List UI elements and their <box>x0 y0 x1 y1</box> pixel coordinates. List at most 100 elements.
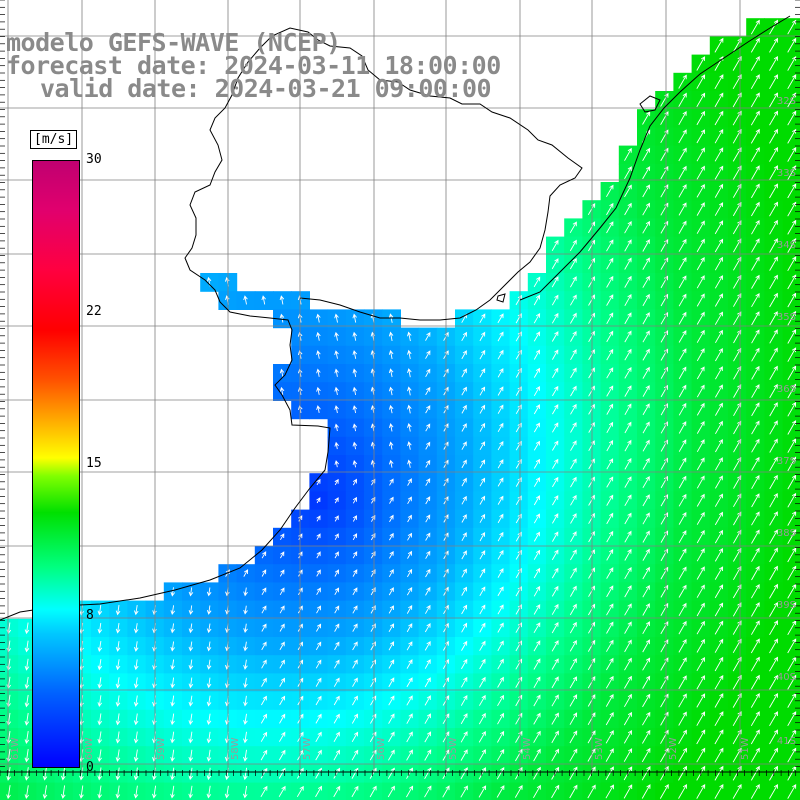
wind-arrow <box>461 658 468 670</box>
wind-arrow <box>660 566 669 580</box>
wind-arrow <box>243 641 248 652</box>
wind-arrow <box>787 638 797 654</box>
wind-arrow <box>97 641 103 653</box>
wind-arrow <box>570 458 577 470</box>
wind-arrow <box>751 474 760 490</box>
wind-arrow <box>316 551 321 559</box>
wind-arrow <box>769 183 778 199</box>
wind-arrow <box>569 766 578 780</box>
wind-arrow <box>624 657 632 671</box>
wind-arrow <box>407 422 412 432</box>
wind-arrow <box>279 368 285 377</box>
wind-arrow <box>260 713 267 724</box>
wind-arrow <box>425 586 431 596</box>
wind-arrow <box>642 366 650 379</box>
wind-arrow <box>6 767 11 781</box>
wind-arrow <box>769 474 778 490</box>
wind-arrow <box>678 129 687 144</box>
wind-arrow <box>696 457 705 471</box>
wind-arrow <box>606 184 614 198</box>
wind-arrow <box>461 550 467 560</box>
wind-arrow <box>316 569 321 577</box>
wind-arrow <box>115 713 121 726</box>
wind-arrow <box>261 623 267 632</box>
wind-arrow <box>316 623 322 632</box>
wind-arrow <box>750 146 760 162</box>
wind-arrow <box>407 478 412 486</box>
wind-arrow <box>769 292 778 308</box>
wind-arrow <box>587 748 596 762</box>
wind-arrow <box>733 347 742 362</box>
wind-arrow <box>678 184 687 198</box>
wind-arrow <box>515 712 523 725</box>
wind-arrow <box>751 420 760 435</box>
wind-arrow <box>97 622 103 634</box>
wind-arrow <box>714 202 724 216</box>
wind-arrow <box>407 368 412 378</box>
wind-arrow <box>497 349 504 360</box>
wind-arrow <box>97 604 103 616</box>
wind-arrow <box>278 749 286 761</box>
wind-arrow <box>479 349 486 360</box>
wind-arrow <box>478 712 486 725</box>
wind-arrow <box>279 313 285 323</box>
wind-arrow <box>515 622 522 633</box>
wind-arrow <box>424 640 431 651</box>
wind-arrow <box>678 693 687 708</box>
wind-arrow <box>769 201 778 217</box>
wind-arrow <box>442 785 450 798</box>
wind-arrow <box>407 349 412 360</box>
wind-arrow <box>606 202 614 216</box>
wind-arrow <box>351 785 359 798</box>
wind-arrow <box>551 549 559 561</box>
wind-arrow <box>660 238 669 252</box>
wind-arrow <box>714 620 724 635</box>
wind-arrow <box>624 530 632 543</box>
wind-arrow <box>624 293 632 307</box>
wind-arrow <box>769 238 778 253</box>
wind-arrow <box>714 656 724 672</box>
wind-arrow <box>170 749 175 762</box>
wind-arrow <box>369 785 377 798</box>
wind-arrow <box>624 457 632 470</box>
wind-arrow <box>280 551 285 559</box>
wind-arrow <box>769 438 778 453</box>
wind-arrow <box>497 658 504 670</box>
wind-arrow <box>24 767 30 781</box>
wind-arrow <box>352 478 357 486</box>
coastline <box>0 15 791 621</box>
wind-arrow <box>206 641 212 652</box>
wind-arrow <box>243 767 248 781</box>
wind-arrow <box>333 713 340 724</box>
wind-arrow <box>552 440 559 451</box>
lon-label: 53W <box>594 737 605 760</box>
wind-arrow <box>478 785 487 798</box>
wind-arrow <box>497 604 504 615</box>
wind-arrow <box>352 496 357 504</box>
wind-arrow <box>206 605 212 615</box>
wind-arrow <box>733 456 742 471</box>
wind-arrow <box>296 785 304 798</box>
wind-arrow <box>552 349 559 360</box>
wind-arrow <box>425 478 431 486</box>
wind-arrow <box>606 458 614 470</box>
wind-arrow <box>787 401 797 417</box>
wind-arrow <box>497 331 504 342</box>
wind-arrow <box>351 713 358 724</box>
wind-arrow <box>678 530 687 544</box>
wind-arrow <box>606 221 614 234</box>
wind-arrow <box>624 239 632 252</box>
wind-arrow <box>497 495 504 505</box>
lat-label: 38S <box>776 528 796 539</box>
wind-arrow <box>24 712 30 726</box>
wind-arrow <box>751 347 760 362</box>
wind-arrow <box>425 550 431 559</box>
wind-arrow <box>696 729 706 745</box>
wind-arrow <box>733 293 742 307</box>
wind-arrow <box>461 477 467 487</box>
wind-arrow <box>515 567 522 579</box>
wind-arrow <box>370 659 376 669</box>
wind-arrow <box>714 92 724 108</box>
wind-arrow <box>624 585 632 598</box>
lat-label: 34S <box>776 240 796 251</box>
